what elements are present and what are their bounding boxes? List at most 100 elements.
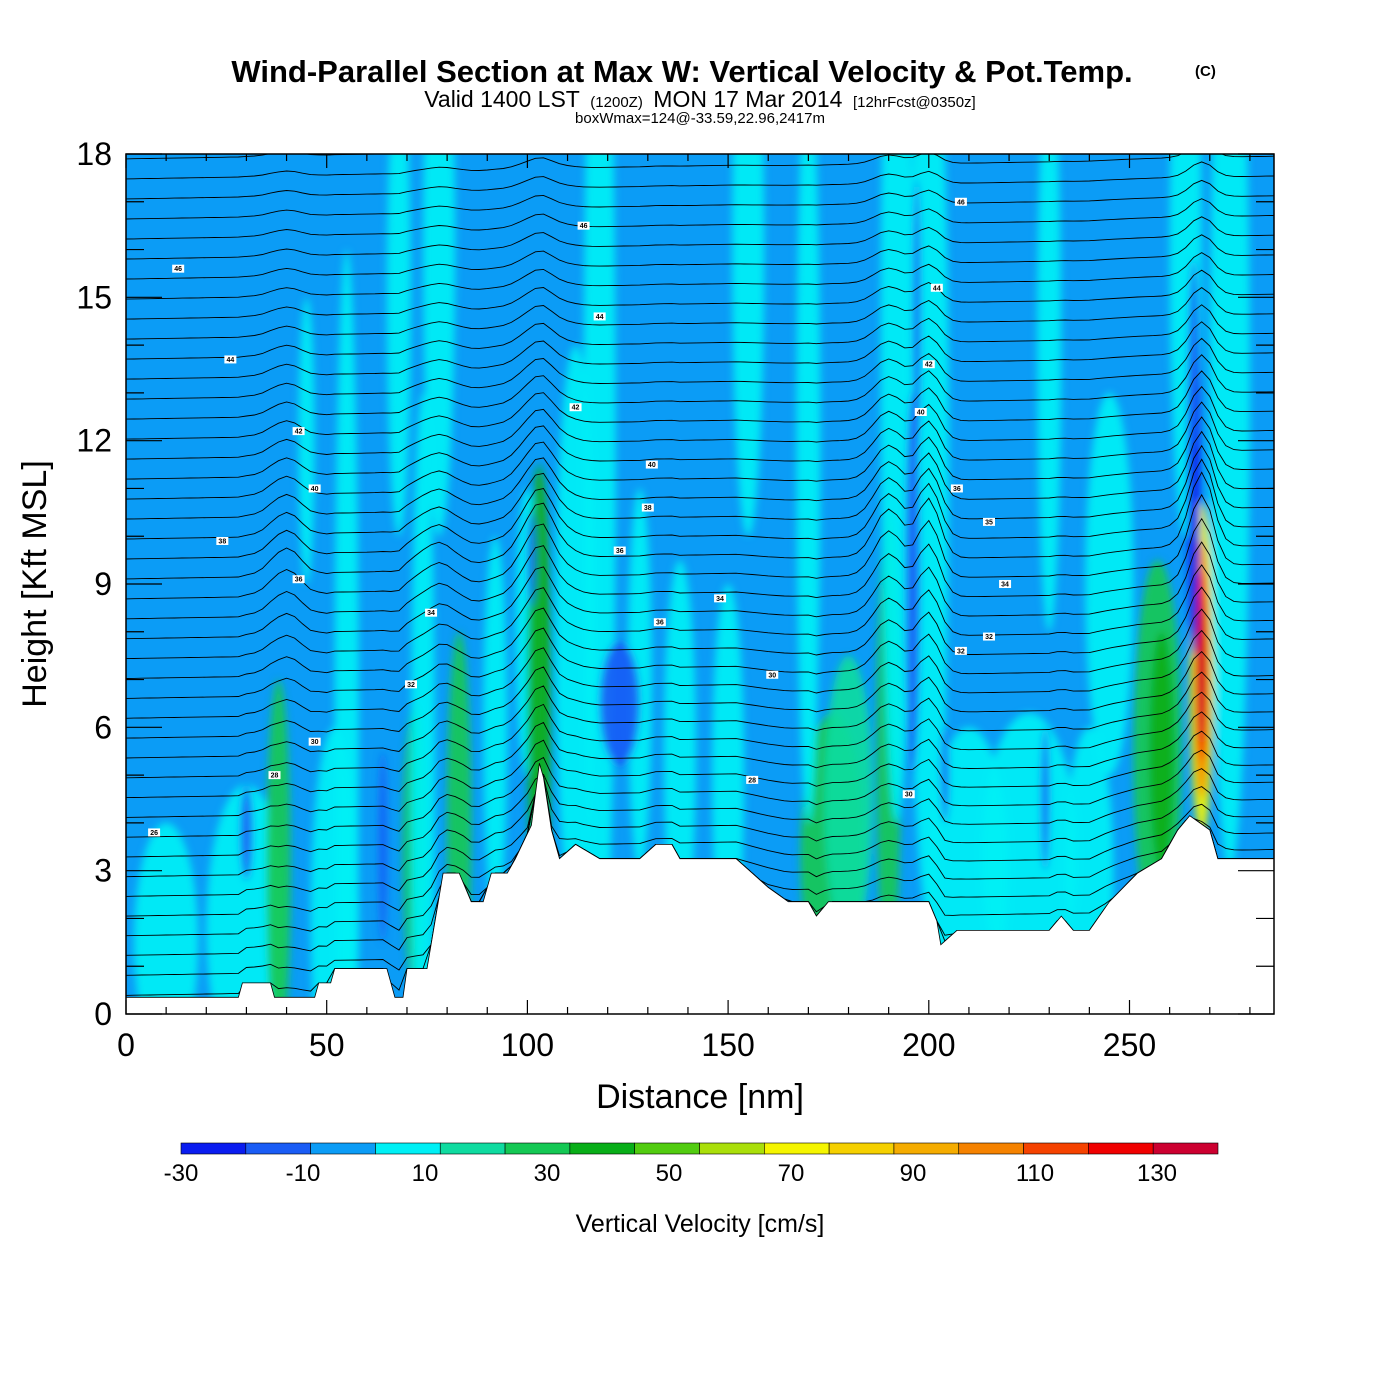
svg-text:34: 34 <box>1001 582 1009 589</box>
contour-label: 34 <box>425 608 438 617</box>
colorbar-tick-label: 30 <box>534 1160 561 1187</box>
colorbar-segment <box>634 1142 700 1155</box>
contour-label: 28 <box>268 771 281 780</box>
svg-text:32: 32 <box>407 682 415 689</box>
svg-text:30: 30 <box>768 672 776 679</box>
svg-text:40: 40 <box>311 486 319 493</box>
isentrope-line <box>126 430 1274 520</box>
svg-text:40: 40 <box>917 410 925 417</box>
x-tick-label: 200 <box>902 1027 955 1063</box>
colorbar-tick-label: 90 <box>900 1160 927 1187</box>
contour-label: 36 <box>613 546 626 555</box>
isentrope-line <box>126 161 1274 200</box>
isentrope-line <box>126 650 1274 739</box>
contour-label: 36 <box>292 575 305 584</box>
contour-label: 40 <box>308 484 321 493</box>
svg-text:34: 34 <box>716 596 724 603</box>
colorbar-segment <box>1152 1142 1219 1155</box>
x-tick-label: 250 <box>1103 1027 1156 1063</box>
svg-text:30: 30 <box>905 792 913 799</box>
svg-text:38: 38 <box>218 539 226 546</box>
isentrope-line <box>126 730 1274 818</box>
isentrope-line <box>126 304 1274 360</box>
contour-label: 32 <box>404 680 417 689</box>
colorbar: -30 -10 10 30 50 70 90 110 130 <box>164 1142 1219 1187</box>
isentrope-line <box>126 234 1274 280</box>
contour-label: 44 <box>224 355 237 364</box>
y-tick-label: 12 <box>76 423 112 459</box>
isentrope-line <box>126 776 1274 878</box>
svg-text:38: 38 <box>644 505 652 512</box>
colorbar-segment <box>764 1142 830 1155</box>
svg-text:36: 36 <box>656 620 664 627</box>
contour-label: 38 <box>216 537 229 546</box>
valid-date: MON 17 Mar 2014 <box>653 86 842 112</box>
contour-label: 42 <box>569 403 582 412</box>
colorbar-segment <box>180 1142 247 1155</box>
isentrope-line <box>126 671 1274 759</box>
colorbar-tick-label: 70 <box>778 1160 805 1187</box>
plot-area: 26 28 30 32 34 36 38 40 42 44 46 36 38 40 42 44 46 36 34 30… <box>126 154 1274 1014</box>
isentrope-line <box>126 444 1274 540</box>
isentrope-line <box>126 517 1274 620</box>
isentrope-line <box>126 493 1274 600</box>
contour-label: 46 <box>172 264 185 273</box>
isentrope-line <box>126 458 1274 560</box>
contour-label: 40 <box>645 460 658 469</box>
contour-label: 32 <box>983 632 996 641</box>
contour-label: 30 <box>308 737 321 746</box>
valid-utc: (1200Z) <box>590 94 643 111</box>
colorbar-segment <box>1088 1142 1154 1155</box>
svg-text:35: 35 <box>985 519 993 526</box>
isentrope-line <box>126 629 1274 719</box>
isentrope-line <box>126 154 400 160</box>
boxwmax-subtitle: boxWmax=124@-33.59,22.96,2417m <box>575 110 825 127</box>
isentrope-line <box>126 154 1274 180</box>
y-axis-label: Height [Kft MSL] <box>16 460 54 708</box>
isentrope-line <box>126 216 1274 260</box>
x-tick-label: 50 <box>309 1027 345 1063</box>
contour-label: 28 <box>746 775 759 784</box>
y-tick-label: 15 <box>76 279 112 315</box>
isentrope-line <box>126 401 1274 480</box>
colorbar-segment <box>310 1142 376 1155</box>
svg-text:44: 44 <box>933 285 941 292</box>
colorbar-tick-label: 110 <box>1016 1160 1054 1187</box>
y-tick-label: 3 <box>94 853 112 889</box>
contour-label: 42 <box>922 360 935 369</box>
colorbar-tick-label: 130 <box>1137 1160 1177 1187</box>
copyright-mark: (C) <box>1195 63 1216 80</box>
svg-text:34: 34 <box>427 610 435 617</box>
svg-text:46: 46 <box>174 266 182 273</box>
terrain-mask <box>126 763 1274 1014</box>
contour-label: 36 <box>950 484 963 493</box>
colorbar-tick-label: 10 <box>412 1160 439 1187</box>
svg-text:42: 42 <box>925 362 933 369</box>
colorbar-segment <box>893 1142 960 1155</box>
contour-label: 35 <box>983 517 996 526</box>
contour-label: 36 <box>653 618 666 627</box>
isentrope-line <box>126 198 1274 240</box>
isentrope-line <box>126 321 1274 380</box>
svg-text:30: 30 <box>311 739 319 746</box>
svg-text:46: 46 <box>957 199 965 206</box>
potential-temperature-contours <box>126 154 1274 996</box>
svg-text:42: 42 <box>572 405 580 412</box>
isentrope-line <box>126 768 1274 858</box>
contour-label: 30 <box>902 790 915 799</box>
svg-text:46: 46 <box>580 223 588 230</box>
svg-text:26: 26 <box>150 830 158 837</box>
isentrope-line <box>126 711 1274 799</box>
svg-text:40: 40 <box>648 462 656 469</box>
contour-label: 40 <box>914 408 927 417</box>
valid-time-subtitle: Valid 1400 LST (1200Z) MON 17 Mar 2014 [… <box>424 86 975 112</box>
colorbar-segment <box>958 1142 1024 1155</box>
contour-label: 30 <box>766 670 779 679</box>
colorbar-tick-label: 50 <box>656 1160 683 1187</box>
isentrope-line <box>126 608 1274 699</box>
contour-label: 34 <box>714 594 727 603</box>
colorbar-segment <box>699 1142 765 1155</box>
colorbar-segment <box>439 1142 506 1155</box>
